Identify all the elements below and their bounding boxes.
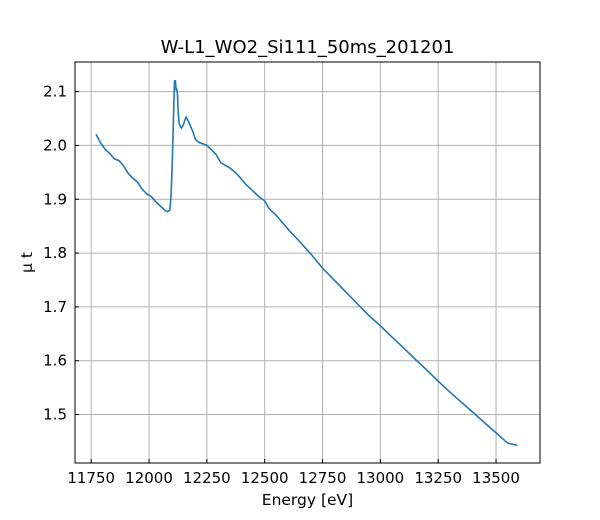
x-tick-label: 12000 (125, 469, 173, 487)
y-axis: 1.5 1.6 1.7 1.8 1.9 2.0 2.1 (43, 83, 79, 424)
y-axis-label: μ t (18, 252, 36, 273)
x-tick-label: 12500 (241, 469, 289, 487)
y-tick-label: 1.6 (43, 352, 67, 370)
x-tick-label: 11750 (67, 469, 115, 487)
y-tick-label: 2.0 (43, 136, 67, 154)
x-tick-label: 13250 (414, 469, 462, 487)
y-tick-label: 2.1 (43, 83, 67, 101)
y-tick-label: 1.9 (43, 190, 67, 208)
x-tick-label: 12750 (299, 469, 347, 487)
series-line (95, 80, 518, 447)
axes-frame (74, 61, 541, 464)
y-tick-label: 1.5 (43, 406, 67, 424)
plot-area (95, 80, 518, 447)
x-tick-label: 12250 (183, 469, 231, 487)
x-axis-label: Energy [eV] (262, 491, 353, 509)
x-axis: 11750 12000 12250 12500 12750 13000 13250 13500 (67, 459, 520, 487)
grid-lines (75, 62, 540, 463)
y-tick-label: 1.8 (43, 244, 67, 262)
y-tick-label: 1.7 (43, 298, 67, 316)
chart-title: W-L1_WO2_Si111_50ms_201201 (161, 37, 455, 58)
x-tick-label: 13500 (472, 469, 520, 487)
x-tick-label: 13000 (357, 469, 405, 487)
